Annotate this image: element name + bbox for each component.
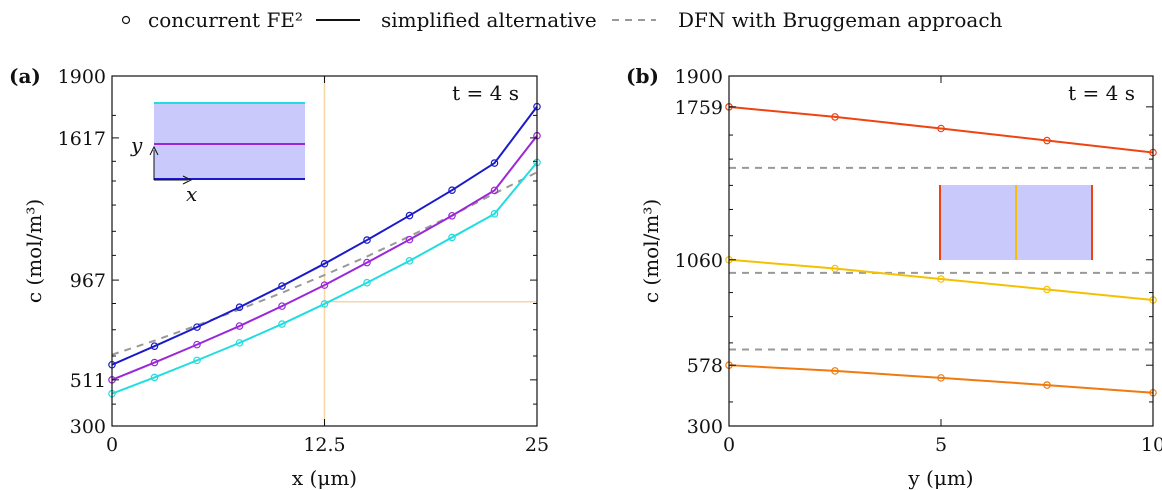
series-2-point	[278, 320, 286, 328]
legend: concurrent FE² simplified alternative DFN …	[121, 8, 1003, 32]
series-1-point	[320, 281, 329, 289]
panel-a: y x 300 511 967 1617 1900 0 12.5 25 x (μm) c (mol/m…	[9, 64, 549, 490]
legend-label-simplified: simplified alternative	[381, 8, 597, 32]
series-1-point	[937, 275, 945, 283]
time-annotation: t = 4 s	[1068, 81, 1135, 105]
series-2-line	[728, 364, 1154, 394]
legend-label-dfn: DFN with Bruggeman approach	[678, 8, 1003, 32]
series-0-point	[278, 282, 286, 290]
x-axis-label: x (μm)	[292, 466, 357, 490]
series-1-point	[1043, 285, 1051, 294]
x-tick-label: 12.5	[303, 434, 345, 456]
y-tick-label: 967	[70, 270, 106, 292]
series-2-point	[937, 374, 945, 382]
series-2-point	[193, 356, 201, 365]
inset-y-label: y	[130, 133, 143, 157]
series-2-point	[363, 278, 371, 287]
series-2-point	[405, 257, 414, 265]
y-tick-label: 300	[687, 416, 723, 438]
y-axis-label: c (mol/m³)	[639, 199, 663, 303]
series-0-line	[728, 105, 1154, 154]
series-2-point	[831, 367, 839, 375]
x-tick-label: 0	[723, 434, 735, 456]
y-tick-label: 1900	[58, 66, 106, 88]
series-2-line	[111, 161, 538, 395]
series-1-point	[831, 264, 839, 273]
series-2-point	[235, 339, 244, 347]
x-axis-label: y (μm)	[907, 466, 973, 490]
x-tick-label: 10	[1141, 434, 1162, 456]
series-2-point	[1043, 381, 1051, 389]
series-1-point	[405, 235, 414, 244]
legend-label-fe2: concurrent FE²	[148, 8, 303, 32]
series-2-point	[448, 233, 456, 242]
series-0-line	[111, 106, 538, 366]
series-0-point	[831, 113, 839, 121]
series-0-point	[405, 211, 414, 220]
inset-x-arrowhead	[182, 175, 193, 185]
series-1-line	[111, 135, 538, 381]
panel-b: 300 578 1060 1759 1900 0 5 10 y (μm) c (mol/m³) (b…	[626, 64, 1162, 490]
series-0-point	[1043, 136, 1051, 145]
inset-y-arrowhead	[149, 145, 159, 156]
y-tick-label: 1060	[675, 250, 723, 272]
series-2-point	[490, 210, 499, 218]
y-tick-label: 578	[687, 355, 723, 377]
time-annotation: t = 4 s	[452, 81, 519, 105]
series-1-point	[278, 302, 286, 310]
legend-marker-fe2	[121, 15, 131, 25]
y-tick-label: 511	[70, 370, 106, 392]
series-0-point	[363, 236, 371, 244]
series-0-point	[150, 342, 159, 350]
x-tick-label: 25	[525, 434, 549, 456]
series-0-point	[490, 159, 499, 167]
series-0-point	[448, 186, 456, 194]
x-tick-label: 0	[106, 434, 118, 456]
inset-x-label: x	[186, 182, 197, 206]
series-1-point	[448, 211, 456, 220]
y-tick-label: 300	[70, 416, 106, 438]
y-tick-label: 1900	[675, 66, 723, 88]
series-1-point	[363, 258, 371, 267]
series-0-point	[235, 303, 244, 312]
panel-label: (b)	[626, 64, 659, 88]
series-0-point	[193, 323, 201, 331]
series-1-point	[150, 358, 159, 367]
y-tick-label: 1759	[675, 97, 723, 119]
series-1-line	[728, 258, 1154, 301]
series-1-point	[193, 340, 201, 349]
series-2-point	[150, 373, 159, 382]
inset-domain	[154, 103, 305, 179]
series-1-point	[490, 186, 499, 195]
y-tick-label: 1617	[58, 128, 106, 150]
y-axis-label: c (mol/m³)	[22, 199, 46, 303]
series-0-point	[320, 259, 329, 268]
series-2-point	[320, 300, 329, 308]
series-1-point	[235, 322, 244, 330]
x-tick-label: 5	[935, 434, 947, 456]
series-0-point	[937, 124, 945, 133]
panel-label: (a)	[9, 64, 41, 88]
